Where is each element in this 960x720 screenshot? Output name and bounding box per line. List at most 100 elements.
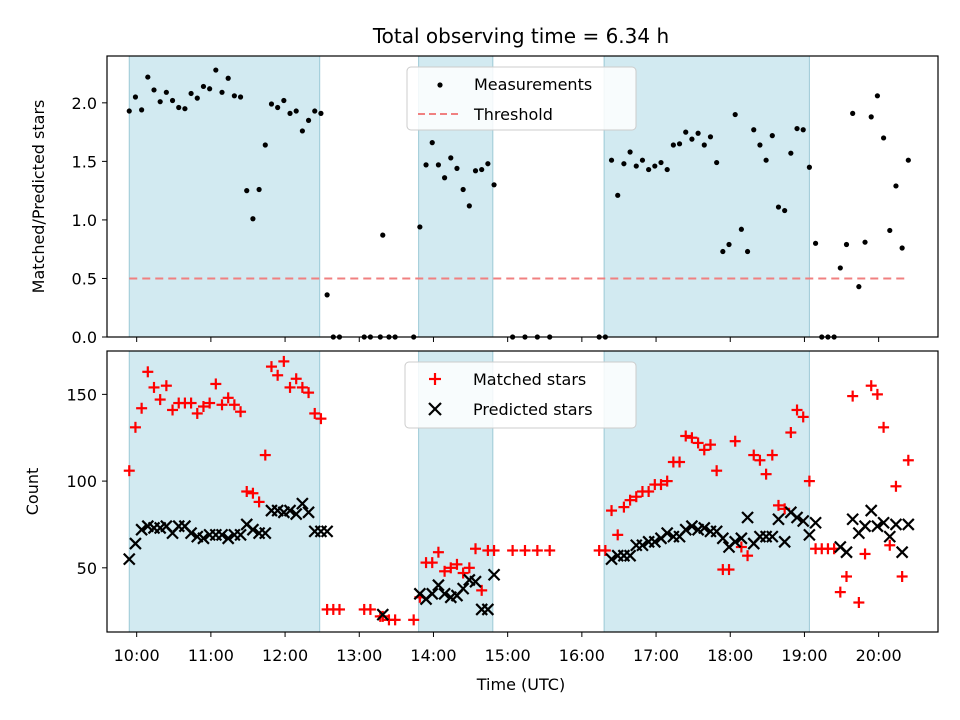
predicted-star-point	[679, 523, 693, 536]
measurement-point	[293, 108, 299, 114]
measurement-point	[219, 89, 225, 95]
measurement-point	[441, 175, 448, 181]
measurement-point	[837, 265, 843, 271]
matched-star-point	[265, 361, 277, 373]
top-panel: 0.00.51.01.52.0 Matched/Predicted stars …	[29, 55, 939, 347]
matched-star-point	[364, 603, 376, 615]
matched-star-point	[519, 544, 531, 556]
measurement-point	[744, 248, 751, 255]
predicted-star-point	[246, 523, 260, 536]
measurement-point	[287, 110, 293, 116]
matched-star-point	[463, 562, 475, 574]
y-tick-label: 1.0	[72, 211, 97, 230]
predicted-star-point	[735, 532, 748, 545]
predicted-star-point	[741, 511, 754, 524]
matched-star-point	[197, 401, 209, 413]
measurement-point	[200, 83, 207, 90]
measurement-point	[887, 227, 893, 234]
measurement-point	[479, 166, 485, 173]
measurement-point	[608, 157, 615, 163]
predicted-star-point	[790, 511, 804, 524]
y-tick-label: 0.5	[72, 269, 97, 288]
measurement-point	[380, 232, 386, 238]
matched-star-point	[333, 603, 345, 615]
measurement-point	[751, 127, 757, 133]
measurement-point	[695, 130, 701, 136]
measurement-point	[237, 94, 244, 100]
matched-star-point	[488, 544, 500, 556]
measurement-point	[435, 162, 442, 168]
predicted-star-point	[728, 535, 742, 549]
matched-star-point	[272, 369, 284, 381]
shaded-interval-1	[128, 55, 321, 338]
predicted-star-point	[135, 523, 148, 536]
predicted-star-point	[648, 535, 662, 549]
matched-star-point	[457, 567, 469, 579]
measurement-point	[738, 226, 744, 232]
predicted-legend-label: Predicted stars	[473, 400, 593, 419]
matched-star-point	[216, 399, 228, 411]
matched-star-point	[865, 380, 877, 392]
measurement-point	[652, 163, 658, 169]
measurement-point	[664, 166, 670, 173]
predicted-star-point	[197, 532, 210, 545]
predicted-star-point	[772, 512, 785, 526]
predicted-star-point	[122, 552, 136, 566]
measurement-point	[763, 157, 769, 163]
matched-star-point	[754, 454, 766, 466]
measurement-point	[139, 107, 145, 113]
measurement-point	[874, 93, 881, 99]
predicted-star-point	[234, 528, 247, 542]
bottom-axes-frame	[106, 350, 939, 633]
measurement-point	[627, 149, 633, 155]
matched-legend-label: Matched stars	[473, 370, 586, 389]
matched-star-point	[803, 475, 815, 487]
shaded-interval-3	[603, 55, 810, 338]
matched-star-point	[247, 487, 259, 499]
measurement-point	[472, 168, 479, 174]
top-y-axis-label: Matched/Predicted stars	[29, 100, 48, 294]
matched-star-point	[890, 480, 902, 492]
predicted-star-point	[259, 526, 272, 540]
matched-star-point	[760, 468, 772, 480]
matched-star-point	[253, 496, 265, 508]
x-tick-label: 17:00	[633, 646, 679, 665]
predicted-star-point	[432, 578, 445, 592]
measurement-point	[448, 155, 454, 161]
matched-star-point	[191, 407, 203, 419]
matched-star-point	[470, 543, 482, 555]
measurement-point	[256, 186, 262, 193]
matched-star-point	[840, 570, 852, 582]
matched-star-point	[612, 529, 624, 541]
x-tick-label: 15:00	[485, 646, 531, 665]
measurement-point	[621, 161, 627, 167]
measurement-point	[145, 74, 151, 80]
measurement-point	[460, 186, 466, 193]
measurement-point	[615, 192, 621, 198]
measurement-point	[726, 241, 732, 248]
measurement-point	[485, 161, 491, 167]
predicted-star-point	[716, 532, 730, 545]
measurement-point	[231, 93, 237, 99]
measurement-point	[491, 182, 497, 188]
predicted-star-point	[766, 530, 779, 543]
y-tick-label: 150	[66, 385, 97, 404]
matched-star-point	[531, 544, 543, 556]
matched-star-point	[303, 387, 315, 399]
chart-title: Total observing time = 6.34 h	[372, 24, 669, 48]
measurement-point	[312, 108, 318, 114]
matched-star-point	[476, 584, 488, 596]
measurement-point	[670, 142, 676, 148]
matched-star-point	[834, 586, 846, 598]
top-x-ticks	[136, 337, 880, 342]
top-axes-frame	[106, 55, 939, 338]
measurement-point	[720, 248, 726, 255]
matched-star-point	[507, 544, 519, 556]
predicted-star-point	[840, 545, 853, 559]
predicted-star-point	[623, 549, 637, 562]
matched-star-point	[389, 614, 401, 626]
predicted-star-point	[302, 506, 315, 519]
matched-star-point	[606, 505, 618, 517]
matched-star-point	[902, 454, 914, 466]
measurement-point	[417, 224, 423, 230]
